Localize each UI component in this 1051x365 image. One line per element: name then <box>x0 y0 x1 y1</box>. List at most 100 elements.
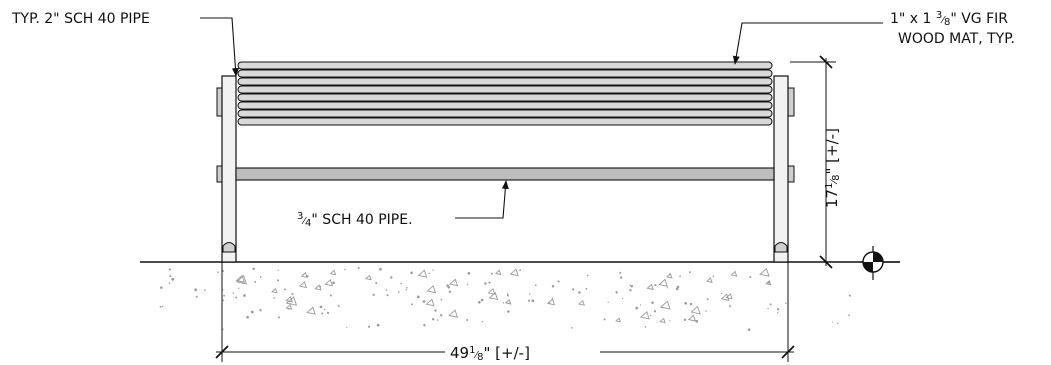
gravel-dot <box>666 287 669 289</box>
gravel-stone <box>705 277 713 283</box>
gravel-dot <box>630 285 634 288</box>
gravel-stone <box>659 300 671 310</box>
gravel-dot <box>422 300 426 303</box>
gravel-dot <box>721 292 723 295</box>
gravel-dot <box>319 305 323 309</box>
wood-mat-label-line1: 1" x 1 3⁄8" VG FIR <box>890 10 1008 28</box>
gravel-stone <box>690 305 701 315</box>
gravel-dot <box>161 305 164 308</box>
gravel-dot <box>557 280 560 283</box>
gravel-stone <box>494 269 502 276</box>
gravel-dot <box>705 310 707 312</box>
gravel-stone <box>578 299 585 306</box>
gravel-dot <box>375 281 378 285</box>
pipe-main-label: TYP. 2" SCH 40 PIPE <box>11 11 150 27</box>
gravel-dot <box>406 287 408 289</box>
gravel-dot <box>169 275 172 278</box>
gravel-dot <box>238 287 240 289</box>
gravel-dot <box>749 276 752 278</box>
gravel-dot <box>235 296 238 299</box>
gravel-dot <box>528 299 531 302</box>
gravel-dot <box>254 280 257 283</box>
gravel-dot <box>222 299 225 301</box>
gravel-dot <box>277 316 281 319</box>
gravel-stone <box>285 304 293 310</box>
gravel-stone <box>720 293 730 301</box>
gravel-dot <box>467 271 471 275</box>
gravel-dot <box>436 319 439 321</box>
wood-slat <box>237 77 773 86</box>
gravel-stone <box>615 317 621 323</box>
gravel-stone <box>725 293 733 300</box>
gravel-dot <box>651 301 654 304</box>
gravel-dot <box>848 314 850 316</box>
gravel-dot <box>432 318 435 321</box>
gravel-dot <box>629 284 632 287</box>
gravel-dot <box>346 326 348 328</box>
gravel-dot <box>410 271 413 275</box>
gravel-stone <box>509 268 519 277</box>
gravel-dot <box>423 324 426 327</box>
gravel-dot <box>586 274 589 277</box>
gravel-dot <box>440 298 443 301</box>
gravel-dot <box>204 289 206 291</box>
gravel-dot <box>250 310 254 314</box>
gravel-dot <box>232 292 235 294</box>
gravel-dot <box>379 267 382 271</box>
gravel-dot <box>368 325 371 328</box>
gravel-stone <box>659 317 666 324</box>
pipe-small-label: 3⁄4" SCH 40 PIPE. <box>297 211 413 229</box>
gravel-dot <box>252 267 255 270</box>
gravel-dot <box>669 320 671 322</box>
gravel-dot <box>620 276 623 279</box>
gravel-dot <box>326 311 330 314</box>
gravel-dot <box>675 287 679 291</box>
gravel-dot <box>621 297 624 300</box>
width-dimension-label: 491⁄8" [+/-] <box>450 344 530 363</box>
gravel-stone <box>329 269 337 276</box>
gravel-stone <box>300 271 308 278</box>
gravel-dot <box>629 289 632 292</box>
gravel-dot <box>679 275 681 278</box>
gravel-stone <box>487 288 496 295</box>
gravel-stone <box>235 274 245 283</box>
gravel-stone <box>426 285 437 294</box>
wood-slat <box>237 93 773 102</box>
gravel-dot <box>376 323 380 327</box>
gravel-dot <box>481 321 483 323</box>
gravel-dot <box>195 295 198 298</box>
gravel-dot <box>506 293 509 295</box>
gravel-stone <box>687 314 696 322</box>
gravel-dot <box>466 283 469 286</box>
gravel-dot <box>447 286 451 289</box>
gravel-dot <box>372 293 375 296</box>
gravel-stone <box>324 279 334 287</box>
gravel-stone <box>640 311 650 320</box>
gravel-dot <box>440 313 443 317</box>
gravel-dot <box>223 294 226 297</box>
gravel-dot <box>747 328 751 331</box>
gravel-dot <box>689 302 693 306</box>
gravel-stone <box>730 270 738 277</box>
gravel-dot <box>578 291 581 294</box>
elevation-datum-symbol <box>860 246 900 280</box>
gravel-dot <box>551 285 555 288</box>
gravel-dot <box>416 295 420 299</box>
width-dimension <box>215 262 795 362</box>
gravel-stone <box>646 283 654 291</box>
gravel-dot <box>488 281 491 284</box>
gravel-dot <box>519 269 522 272</box>
wood-slat <box>237 85 773 94</box>
right-post <box>773 75 795 263</box>
gravel-dot <box>635 306 639 310</box>
gravel-dot <box>529 293 531 295</box>
gravel-dot <box>644 326 647 328</box>
gravel-dot <box>332 281 335 285</box>
gravel-stone <box>314 284 322 291</box>
wood-mat-label-line2: WOOD MAT, TYP. <box>898 31 1015 47</box>
gravel-dot <box>639 304 642 306</box>
gravel-dot <box>168 282 171 285</box>
gravel-dot <box>428 272 430 275</box>
gravel-dot <box>607 301 609 304</box>
